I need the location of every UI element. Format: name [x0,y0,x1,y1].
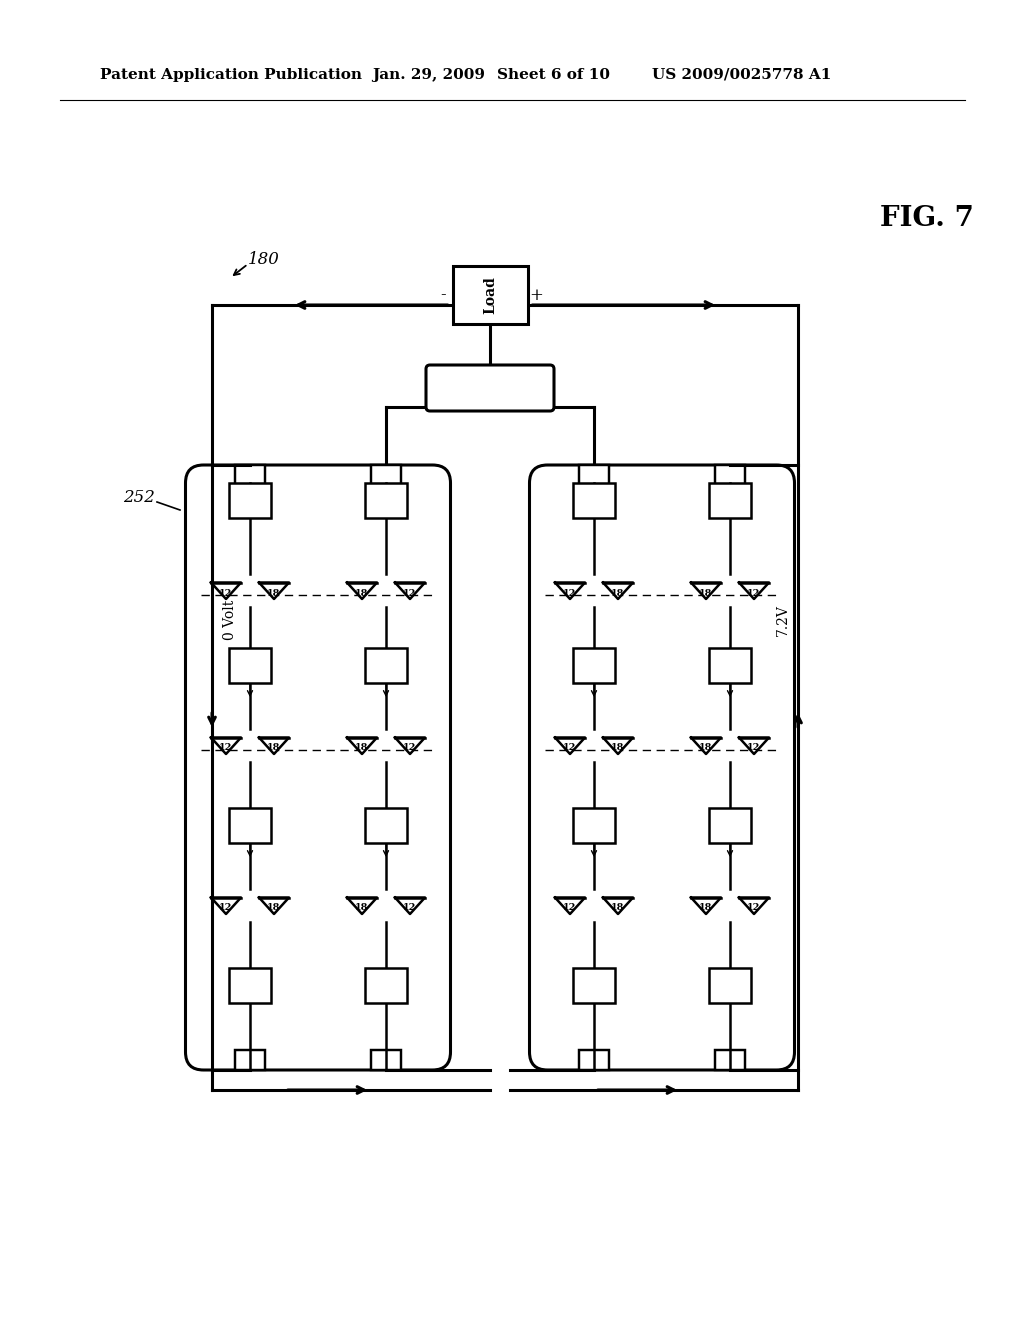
Text: 12: 12 [563,743,577,752]
Bar [573,968,615,1002]
Bar [229,968,271,1002]
Bar [715,465,745,490]
Text: 18: 18 [611,743,625,752]
Polygon shape [555,898,585,913]
Polygon shape [347,582,377,599]
Polygon shape [603,738,633,754]
FancyBboxPatch shape [426,366,554,411]
Polygon shape [691,582,721,599]
Polygon shape [555,738,585,754]
Text: 12: 12 [403,743,417,752]
Text: 12: 12 [748,743,761,752]
Bar [229,483,271,517]
Text: Patent Application Publication: Patent Application Publication [100,69,362,82]
Bar [229,808,271,842]
Text: 18: 18 [355,903,369,912]
Text: 18: 18 [611,903,625,912]
Bar [709,808,751,842]
Text: 252: 252 [123,490,155,507]
Text: Load: Load [483,276,497,314]
Bar [579,465,609,490]
Text: FIG. 7: FIG. 7 [880,205,974,231]
Bar [229,648,271,682]
Polygon shape [603,898,633,913]
Polygon shape [739,898,769,913]
Text: 18: 18 [699,743,713,752]
Polygon shape [211,582,241,599]
Bar [579,1049,609,1071]
Bar [234,465,265,490]
Polygon shape [739,582,769,599]
Text: 12: 12 [403,589,417,598]
Text: 12: 12 [748,903,761,912]
Bar [371,465,401,490]
Text: 18: 18 [355,743,369,752]
Text: 18: 18 [699,589,713,598]
Polygon shape [603,582,633,599]
Polygon shape [211,738,241,754]
Text: 12: 12 [748,589,761,598]
Polygon shape [259,898,289,913]
Text: 12: 12 [563,903,577,912]
Text: 18: 18 [611,589,625,598]
Polygon shape [395,582,425,599]
Text: 12: 12 [403,903,417,912]
Polygon shape [347,738,377,754]
Bar [365,648,407,682]
Polygon shape [555,582,585,599]
Bar [709,968,751,1002]
Text: 18: 18 [267,903,281,912]
Polygon shape [259,582,289,599]
Bar [371,1049,401,1071]
Bar [573,648,615,682]
Text: 12: 12 [219,589,232,598]
Text: 180: 180 [248,252,280,268]
Text: +: + [529,286,544,304]
Polygon shape [739,738,769,754]
Text: 18: 18 [355,589,369,598]
Polygon shape [691,738,721,754]
Text: 12: 12 [563,589,577,598]
Bar [709,648,751,682]
Bar [715,1049,745,1071]
Bar [453,267,527,323]
Bar [234,1049,265,1071]
Text: 0 Volt: 0 Volt [223,599,237,640]
Bar [573,483,615,517]
Polygon shape [259,738,289,754]
Text: 18: 18 [267,743,281,752]
Text: 7.2V: 7.2V [776,605,790,636]
Text: US 2009/0025778 A1: US 2009/0025778 A1 [652,69,831,82]
Bar [365,808,407,842]
Text: Jan. 29, 2009: Jan. 29, 2009 [372,69,485,82]
Polygon shape [211,898,241,913]
Polygon shape [347,898,377,913]
Text: 12: 12 [219,743,232,752]
Bar [573,808,615,842]
Text: 12: 12 [219,903,232,912]
Polygon shape [395,738,425,754]
Text: Sheet 6 of 10: Sheet 6 of 10 [497,69,610,82]
Text: 18: 18 [267,589,281,598]
Polygon shape [395,898,425,913]
Text: -: - [440,286,446,304]
Bar [709,483,751,517]
Bar [365,483,407,517]
Bar [365,968,407,1002]
Text: 18: 18 [699,903,713,912]
Polygon shape [691,898,721,913]
